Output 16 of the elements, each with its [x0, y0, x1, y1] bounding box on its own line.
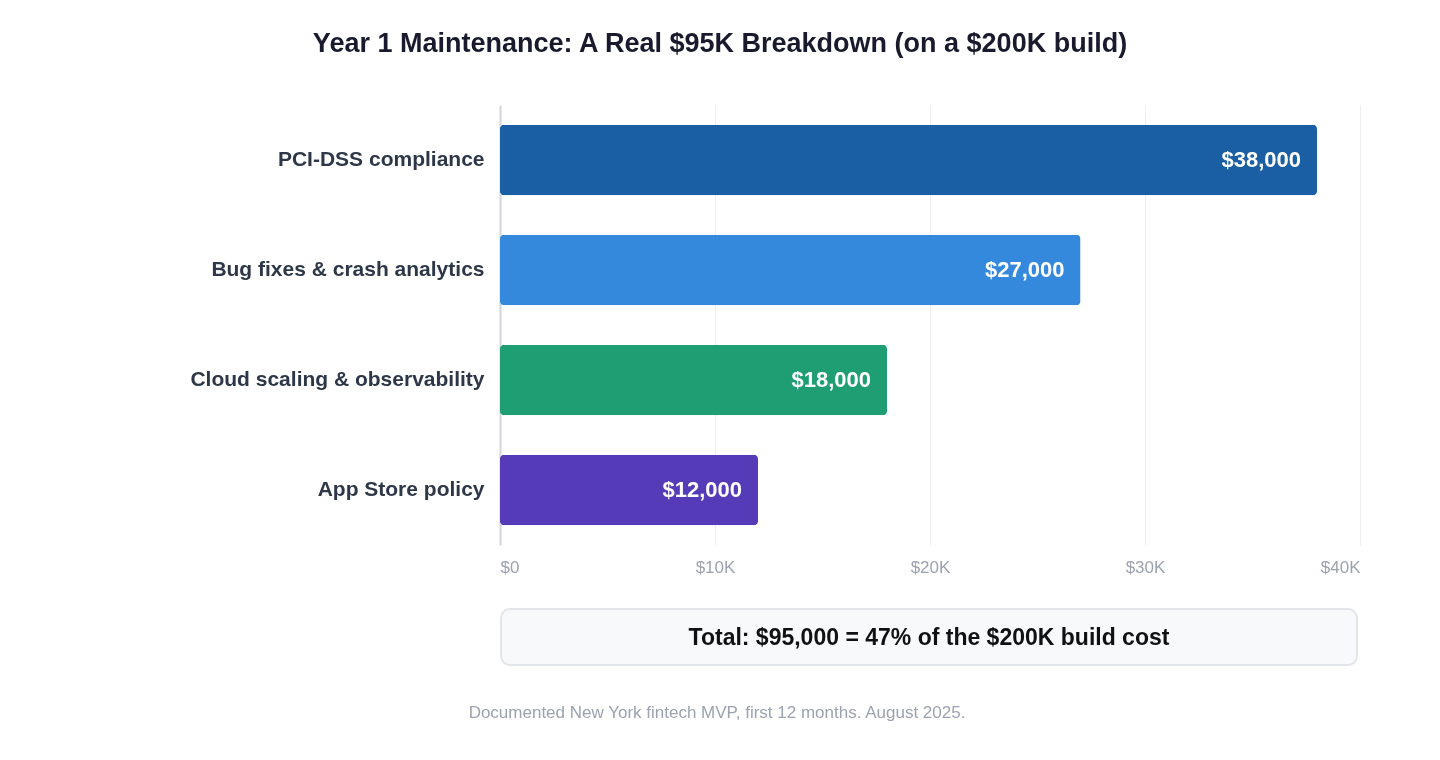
x-tick-label: $20K	[910, 557, 952, 577]
data-label: $12,000	[662, 477, 742, 502]
data-label: $38,000	[1221, 147, 1301, 172]
y-tick-label: Bug fixes & crash analytics	[211, 257, 485, 280]
callout-box: Total: $95,000 = 47% of the $200K build cost	[500, 608, 1358, 666]
y-tick-label: PCI-DSS compliance	[277, 147, 485, 170]
x-tick-label: $10K	[695, 557, 737, 577]
y-tick-label: Cloud scaling & observability	[190, 367, 485, 390]
data-label: $18,000	[791, 367, 871, 392]
text: Documented New York fintech MVP, first 12 months. August 2025.	[467, 703, 967, 723]
data-label: $27,000	[984, 257, 1065, 282]
x-tick-label: $30K	[1125, 557, 1167, 577]
x-tick-label: $0	[500, 557, 520, 577]
y-tick-label: App Store policy	[317, 477, 485, 500]
chart-title: Year 1 Maintenance: A Real $95K Breakdown (on a $200K build)	[311, 28, 1129, 59]
x-tick-label: $40K	[1320, 557, 1362, 577]
